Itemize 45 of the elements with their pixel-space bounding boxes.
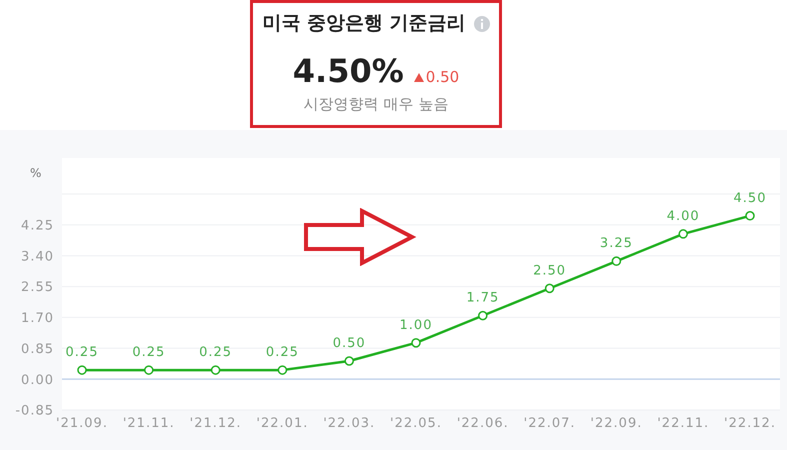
x-tick-label: '22.01. [256, 416, 308, 432]
data-label: 3.25 [600, 236, 633, 252]
point [278, 365, 288, 375]
x-tick-label: '21.09. [56, 416, 108, 432]
x-tick-label: '21.11. [122, 416, 175, 432]
x-tick-label: '22.07. [524, 416, 576, 432]
data-label: 0.25 [266, 345, 299, 360]
data-label: 4.50 [734, 190, 766, 206]
y-tick-label: 2.55 [21, 280, 54, 296]
x-tick-label: '22.12. [724, 416, 776, 432]
x-tick-label: '22.09. [590, 416, 642, 432]
data-label: 4.00 [666, 208, 700, 224]
x-tick-label: '22.06. [456, 416, 509, 432]
point [612, 256, 622, 266]
point [745, 211, 755, 221]
point [144, 365, 154, 375]
x-tick-label: '22.11. [657, 416, 710, 432]
text: 4.50% [292, 52, 404, 90]
text: 시장영향력 매우 높음 [302, 95, 450, 114]
text: 3.40 [21, 249, 54, 264]
data-label: 1.00 [400, 318, 432, 333]
text: 0.00 [21, 372, 54, 388]
data-label: 0.50 [332, 336, 366, 351]
point [210, 365, 220, 375]
x-tick-label: '22.03. [323, 416, 376, 432]
y-axis-title: % [30, 166, 42, 180]
point [678, 229, 688, 239]
y-tick-label: 0.85 [21, 342, 54, 357]
point [411, 338, 421, 348]
point [344, 356, 354, 366]
point [478, 310, 488, 320]
data-label: 1.75 [466, 290, 500, 306]
y-tick-label: 4.25 [21, 218, 54, 234]
data-label: 2.50 [533, 263, 566, 278]
x-tick-label: '22.05. [390, 416, 442, 432]
data-label: 0.25 [199, 345, 232, 360]
point [77, 365, 87, 375]
chart-title: 미국 중앙은행 기준금리 [262, 12, 466, 34]
x-tick-label: '21.12. [190, 416, 242, 432]
data-label: 0.25 [66, 345, 98, 360]
text: 0.50 [424, 68, 460, 86]
point [544, 284, 554, 294]
text: 1.70 [21, 311, 54, 326]
y-tick-label: -0.85 [15, 404, 54, 419]
data-label: 0.25 [132, 345, 166, 360]
